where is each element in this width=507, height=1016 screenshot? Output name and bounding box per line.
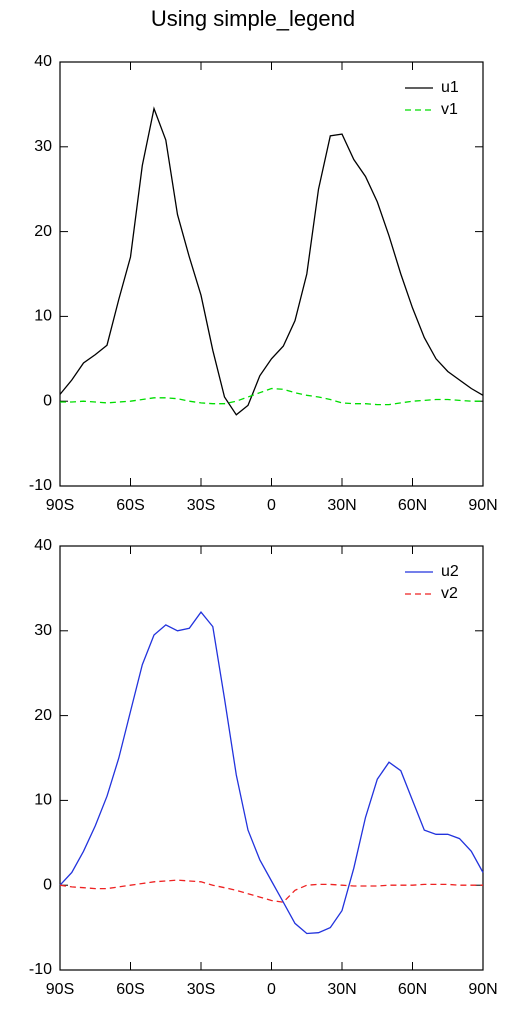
x-tick-label: 60N (398, 497, 427, 514)
y-tick-label: 0 (43, 392, 52, 409)
x-tick-label: 90S (46, 981, 74, 998)
x-tick-label: 60S (116, 981, 144, 998)
series-line (59, 106, 484, 416)
x-tick-label: 60N (398, 981, 427, 998)
y-tick-label: 40 (34, 53, 52, 70)
plot-frame (59, 61, 484, 487)
y-tick-label: 40 (34, 537, 52, 554)
y-tick-label: -10 (29, 477, 52, 494)
x-tick-label: 30S (187, 981, 215, 998)
x-tick-label: 30S (187, 497, 215, 514)
x-tick-label: 90N (468, 981, 497, 998)
plot-frame (59, 545, 484, 971)
series-line (59, 879, 483, 903)
chart-title: Using simple_legend (151, 6, 355, 31)
x-tick-label: 30N (327, 497, 356, 514)
y-tick-label: 20 (34, 223, 52, 240)
x-tick-label: 0 (267, 497, 276, 514)
x-tick-label: 90N (468, 497, 497, 514)
x-tick-label: 60S (116, 497, 144, 514)
y-tick-label: -10 (29, 961, 52, 978)
y-tick-label: 10 (34, 792, 52, 809)
legend-label: u1 (441, 79, 459, 96)
x-tick-label: 90S (46, 497, 74, 514)
y-tick-label: 0 (43, 876, 52, 893)
y-tick-label: 30 (34, 622, 52, 639)
y-tick-label: 10 (34, 308, 52, 325)
x-tick-label: 0 (267, 981, 276, 998)
legend-label: v2 (441, 585, 458, 602)
series-line (59, 611, 484, 935)
legend-label: u2 (441, 563, 459, 580)
series-line (60, 387, 483, 406)
x-tick-label: 30N (327, 981, 356, 998)
legend-label: v1 (441, 101, 458, 118)
y-tick-label: 30 (34, 138, 52, 155)
y-tick-label: 20 (34, 707, 52, 724)
